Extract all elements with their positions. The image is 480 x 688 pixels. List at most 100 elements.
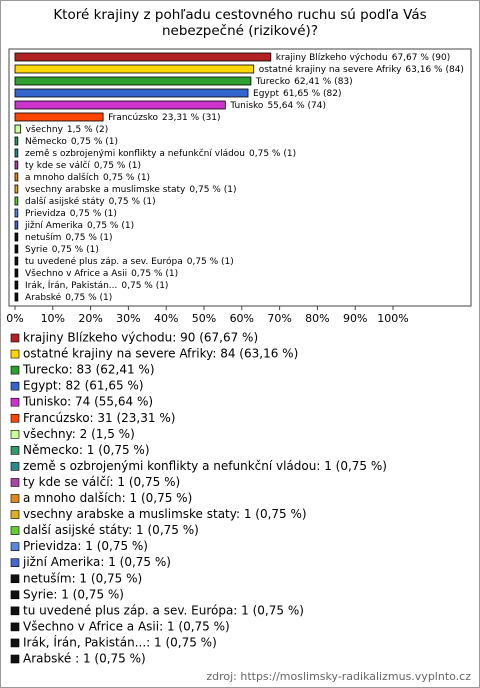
legend-label: Tunisko: 74 (55,64 %) [22,395,153,409]
legend-swatch [10,526,20,535]
legend-label: všechny: 2 (1,5 %) [23,427,135,441]
legend-label: země s ozbrojenými konflikty a nefunkční… [23,459,387,473]
value-label: 1,5 % (2) [67,125,108,135]
source: zdroj: https://moslimsky-radikalizmus.vy… [206,670,471,683]
bar-label: jižní Amerika 0,75 % (1) [24,221,134,231]
bar-label: vsechny arabske a muslimske staty 0,75 % … [25,185,236,195]
category-label: Prievidza [25,209,66,219]
x-tick-label: 100% [377,312,408,325]
legend-swatch [10,622,20,632]
bar-label: krajiny Blízkeho východu 67,67 % (90) [276,53,450,63]
bar-label: Egypt 61,65 % (82) [253,89,341,99]
bar [14,172,19,182]
legend-swatch [10,590,20,600]
legend-swatch [10,574,20,584]
value-label: 0,75 % (1) [103,173,150,183]
legend-swatch [10,446,20,455]
category-label: země s ozbrojenými konflikty a nefunkční… [25,148,245,159]
bar-label: Německo 0,75 % (1) [25,137,118,147]
category-label: tu uvedené plus záp. a sev. Európa [25,256,183,267]
bar [14,124,22,134]
x-tick-label: 0% [6,312,23,325]
value-label: 0,75 % (1) [187,257,234,267]
bar-label: tu uvedené plus záp. a sev. Európa 0,75 %… [25,256,234,267]
legend-label: Německo: 1 (0,75 %) [23,443,150,457]
bar [14,160,19,170]
category-label: Egypt [253,89,279,99]
category-label: Turecko [255,77,291,87]
value-label: 0,75 % (1) [249,149,296,159]
x-tick-label: 30% [116,312,140,325]
bar-label: všechny 1,5 % (2) [26,124,109,135]
x-tick-label: 40% [154,312,178,325]
category-label: krajiny Blízkeho východu [276,53,388,63]
bar [14,112,104,122]
category-label: netuším [25,232,61,243]
legend-swatch [10,654,20,664]
legend-swatch [10,429,20,439]
bar-label: země s ozbrojenými konflikty a nefunkční… [25,148,296,159]
category-label: vsechny arabske a muslimske staty [25,185,186,195]
bar-label: Francúzsko 23,31 % (31) [108,113,220,123]
value-label: 0,75 % (1) [131,269,178,279]
value-label: 0,75 % (1) [71,137,118,147]
bar-label: Tunisko 55,64 % (74) [229,101,326,111]
bar-label: ty kde se válčí 0,75 % (1) [25,160,141,171]
value-label: 0,75 % (1) [94,161,141,171]
bar-label: ostatné krajiny na severe Afriky 63,16 % … [259,64,464,75]
value-label: 0,75 % (1) [52,245,99,255]
legend-swatch [10,558,20,568]
category-label: Tunisko [229,101,264,111]
legend-swatch [10,365,20,375]
value-label: 0,75 % (1) [121,281,168,291]
category-label: další asijské státy [25,196,105,207]
bar-label: a mnoho dalších 0,75 % (1) [25,172,150,183]
legend-swatch [10,397,20,407]
bar-label: Všechno v Africe a Asii 0,75 % (1) [25,268,178,279]
value-label: 23,31 % (31) [162,113,221,123]
bar [14,256,19,266]
legend-swatch [10,478,20,487]
legend-label: Turecko: 83 (62,41 %) [22,363,155,377]
legend-swatch [10,494,20,503]
legend-label: krajiny Blízkeho východu: 90 (67,67 %) [23,331,258,345]
legend-swatch [10,333,20,343]
bar [14,100,226,110]
value-label: 0,75 % (1) [65,233,112,243]
category-label: Francúzsko [108,113,158,123]
x-tick-label: 20% [78,312,102,325]
bar [14,196,19,206]
value-label: 67,67 % (90) [392,53,451,63]
value-label: 0,75 % (1) [189,185,236,195]
legend-label: Francúzsko: 31 (23,31 %) [23,411,175,425]
x-tick-label: 10% [41,312,65,325]
bar [14,292,19,302]
category-label: Syrie [25,245,48,255]
value-label: 55,64 % (74) [267,101,326,111]
legend-swatch [10,413,20,423]
bar [14,52,272,62]
bar [14,280,19,290]
bar-label: Prievidza 0,75 % (1) [25,209,117,219]
legend-label: Irák, Írán, Pakistán...: 1 (0,75 %) [23,634,217,649]
legend-swatch [10,349,20,359]
bar [14,184,19,194]
category-label: Německo [25,137,67,147]
bar-label: Irák, Írán, Pakistán... 0,75 % (1) [25,279,168,291]
legend-label: a mnoho dalších: 1 (0,75 %) [23,491,192,505]
legend-label: další asijské státy: 1 (0,75 %) [23,523,199,537]
bar-label: Syrie 0,75 % (1) [25,245,99,255]
legend-label: jižní Amerika: 1 (0,75 %) [22,555,171,569]
category-label: a mnoho dalších [25,172,99,183]
bar-label: netuším 0,75 % (1) [25,232,113,243]
value-label: 62,41 % (83) [294,77,353,87]
legend-label: netuším: 1 (0,75 %) [23,571,142,585]
chart-title: Ktoré krajiny z pohľadu cestovného ruchu… [53,7,427,39]
value-label: 0,75 % (1) [65,293,112,303]
legend-swatch [10,510,20,519]
legend-label: vsechny arabske a muslimske staty: 1 (0,… [23,507,307,521]
x-tick-label: 50% [192,312,216,325]
category-label: Irák, Írán, Pakistán... [25,279,117,291]
